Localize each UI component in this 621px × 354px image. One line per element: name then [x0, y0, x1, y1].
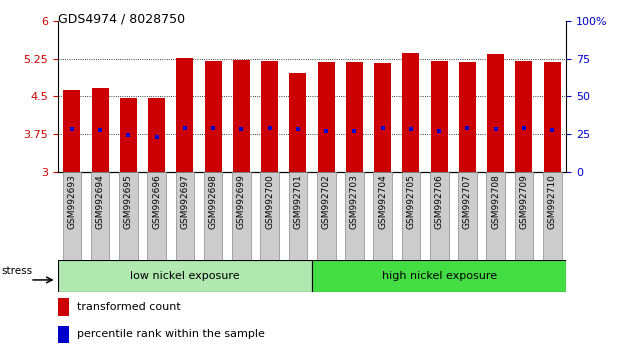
- Text: GSM992698: GSM992698: [209, 175, 217, 229]
- Bar: [374, 63, 391, 172]
- FancyBboxPatch shape: [176, 172, 194, 260]
- FancyBboxPatch shape: [204, 172, 222, 260]
- Bar: [120, 98, 137, 172]
- FancyBboxPatch shape: [402, 172, 420, 260]
- FancyBboxPatch shape: [147, 172, 166, 260]
- FancyBboxPatch shape: [543, 172, 561, 260]
- FancyBboxPatch shape: [515, 172, 533, 260]
- FancyBboxPatch shape: [486, 172, 505, 260]
- FancyBboxPatch shape: [373, 172, 392, 260]
- Text: high nickel exposure: high nickel exposure: [382, 271, 497, 281]
- FancyBboxPatch shape: [312, 260, 566, 292]
- Bar: [63, 91, 80, 172]
- Bar: [431, 61, 448, 172]
- FancyBboxPatch shape: [317, 172, 335, 260]
- Text: GSM992707: GSM992707: [463, 175, 472, 229]
- Text: GSM992696: GSM992696: [152, 175, 161, 229]
- Bar: [176, 58, 193, 172]
- FancyBboxPatch shape: [91, 172, 109, 260]
- Text: GSM992708: GSM992708: [491, 175, 500, 229]
- Text: GSM992703: GSM992703: [350, 175, 359, 229]
- Bar: [205, 61, 222, 172]
- FancyBboxPatch shape: [260, 172, 279, 260]
- Text: percentile rank within the sample: percentile rank within the sample: [76, 329, 265, 339]
- Text: GSM992700: GSM992700: [265, 175, 274, 229]
- Text: GSM992704: GSM992704: [378, 175, 387, 229]
- Bar: [58, 326, 69, 343]
- FancyBboxPatch shape: [430, 172, 448, 260]
- Bar: [92, 88, 109, 172]
- Text: GSM992699: GSM992699: [237, 175, 246, 229]
- FancyBboxPatch shape: [63, 172, 81, 260]
- FancyBboxPatch shape: [345, 172, 364, 260]
- Text: transformed count: transformed count: [76, 302, 180, 312]
- Bar: [487, 55, 504, 172]
- Text: GSM992695: GSM992695: [124, 175, 133, 229]
- Text: GSM992705: GSM992705: [407, 175, 415, 229]
- Bar: [544, 62, 561, 172]
- Text: GSM992701: GSM992701: [294, 175, 302, 229]
- FancyBboxPatch shape: [458, 172, 477, 260]
- Text: GSM992693: GSM992693: [68, 175, 76, 229]
- Text: low nickel exposure: low nickel exposure: [130, 271, 240, 281]
- Text: GSM992709: GSM992709: [520, 175, 528, 229]
- Text: GSM992710: GSM992710: [548, 175, 556, 229]
- Text: GSM992702: GSM992702: [322, 175, 330, 229]
- Bar: [318, 62, 335, 172]
- FancyBboxPatch shape: [58, 260, 312, 292]
- Bar: [289, 73, 306, 172]
- Bar: [148, 98, 165, 172]
- Text: stress: stress: [1, 266, 32, 276]
- Bar: [58, 298, 69, 316]
- FancyBboxPatch shape: [289, 172, 307, 260]
- Bar: [346, 62, 363, 172]
- Bar: [515, 61, 532, 172]
- Text: GDS4974 / 8028750: GDS4974 / 8028750: [58, 12, 185, 25]
- Bar: [233, 61, 250, 172]
- Text: GSM992694: GSM992694: [96, 175, 104, 229]
- Bar: [459, 62, 476, 172]
- Text: GSM992697: GSM992697: [181, 175, 189, 229]
- Bar: [261, 61, 278, 172]
- Bar: [402, 53, 419, 172]
- FancyBboxPatch shape: [232, 172, 251, 260]
- Text: GSM992706: GSM992706: [435, 175, 443, 229]
- FancyBboxPatch shape: [119, 172, 138, 260]
